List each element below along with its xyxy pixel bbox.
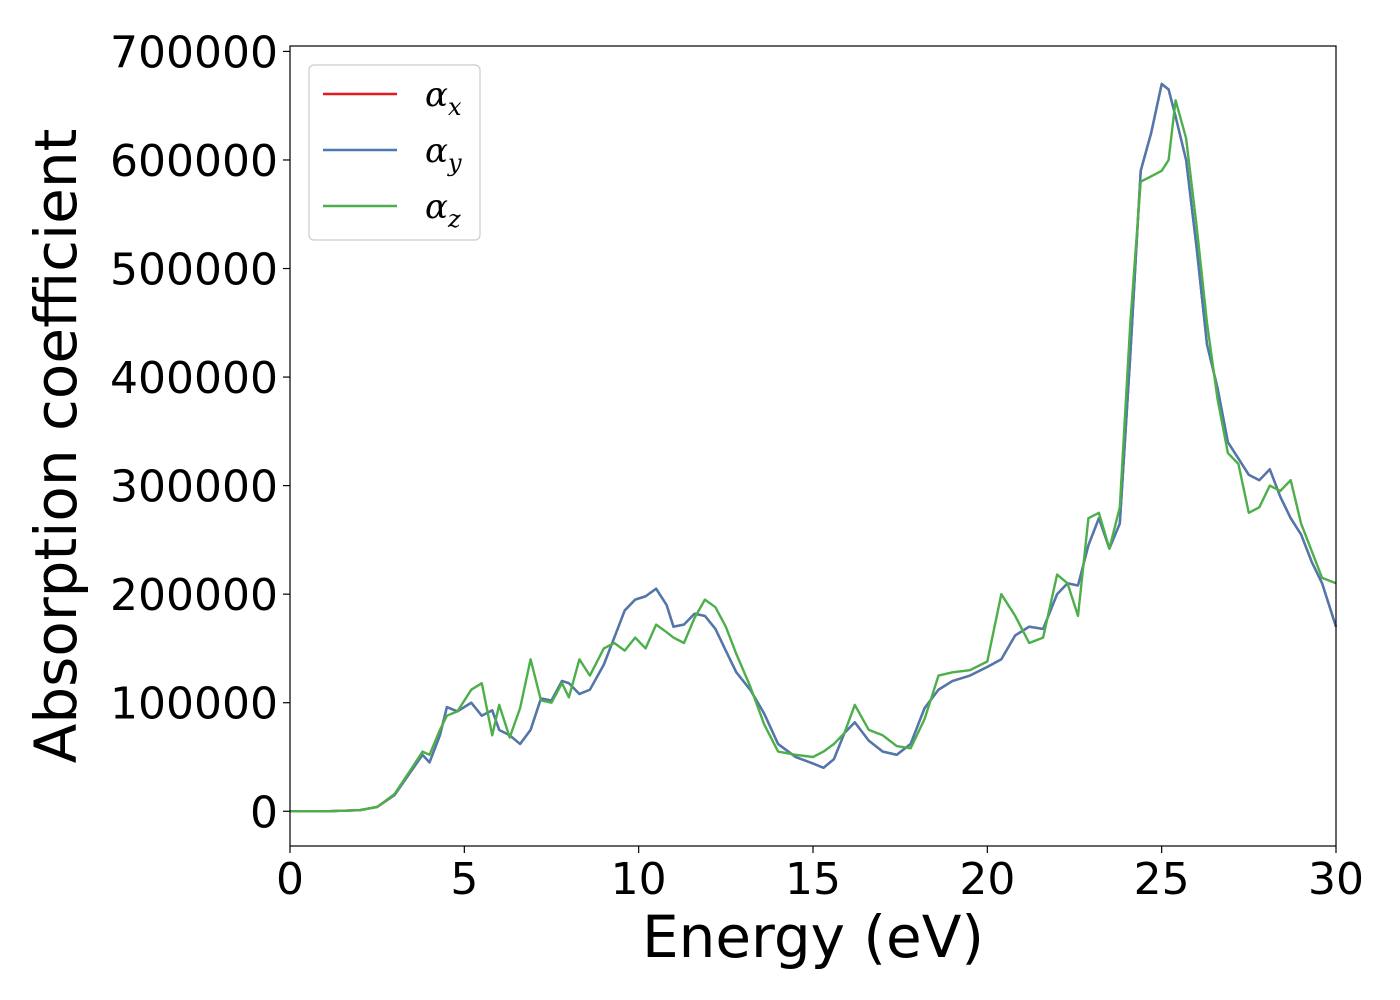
y-axis-ticks: 0 100000 200000 300000 400000 500000 600000 700…	[110, 27, 290, 838]
x-tick-label: 25	[1134, 854, 1190, 905]
y-tick-label: 600000	[110, 136, 278, 187]
y-tick-label: 500000	[110, 245, 278, 296]
series-line-y	[290, 82, 1338, 813]
plot-lines	[290, 82, 1338, 813]
x-axis-ticks: 0 5 10 15 20 25 30	[276, 846, 1364, 905]
legend-box	[308, 64, 481, 241]
y-tick-label: 0	[250, 787, 278, 838]
y-axis-title: Absorption coefficient	[22, 129, 90, 764]
x-axis-title: Energy (eV)	[642, 903, 984, 971]
legend-label-x: αx	[425, 75, 462, 121]
x-tick-label: 10	[611, 854, 667, 905]
y-tick-label: 100000	[110, 679, 278, 730]
legend-label-z: αz	[425, 187, 461, 233]
y-tick-label: 300000	[110, 462, 278, 513]
x-tick-label: 20	[959, 854, 1015, 905]
series-line-z	[290, 99, 1337, 813]
x-tick-label: 5	[450, 854, 478, 905]
y-tick-label: 700000	[110, 27, 278, 78]
x-tick-label: 15	[785, 854, 841, 905]
y-tick-label: 400000	[110, 353, 278, 404]
y-tick-label: 200000	[110, 570, 278, 621]
legend-label-y: αy	[425, 131, 462, 177]
x-tick-label: 0	[276, 854, 304, 905]
x-tick-label: 30	[1308, 854, 1364, 905]
legend: αx αy αz	[308, 64, 481, 241]
